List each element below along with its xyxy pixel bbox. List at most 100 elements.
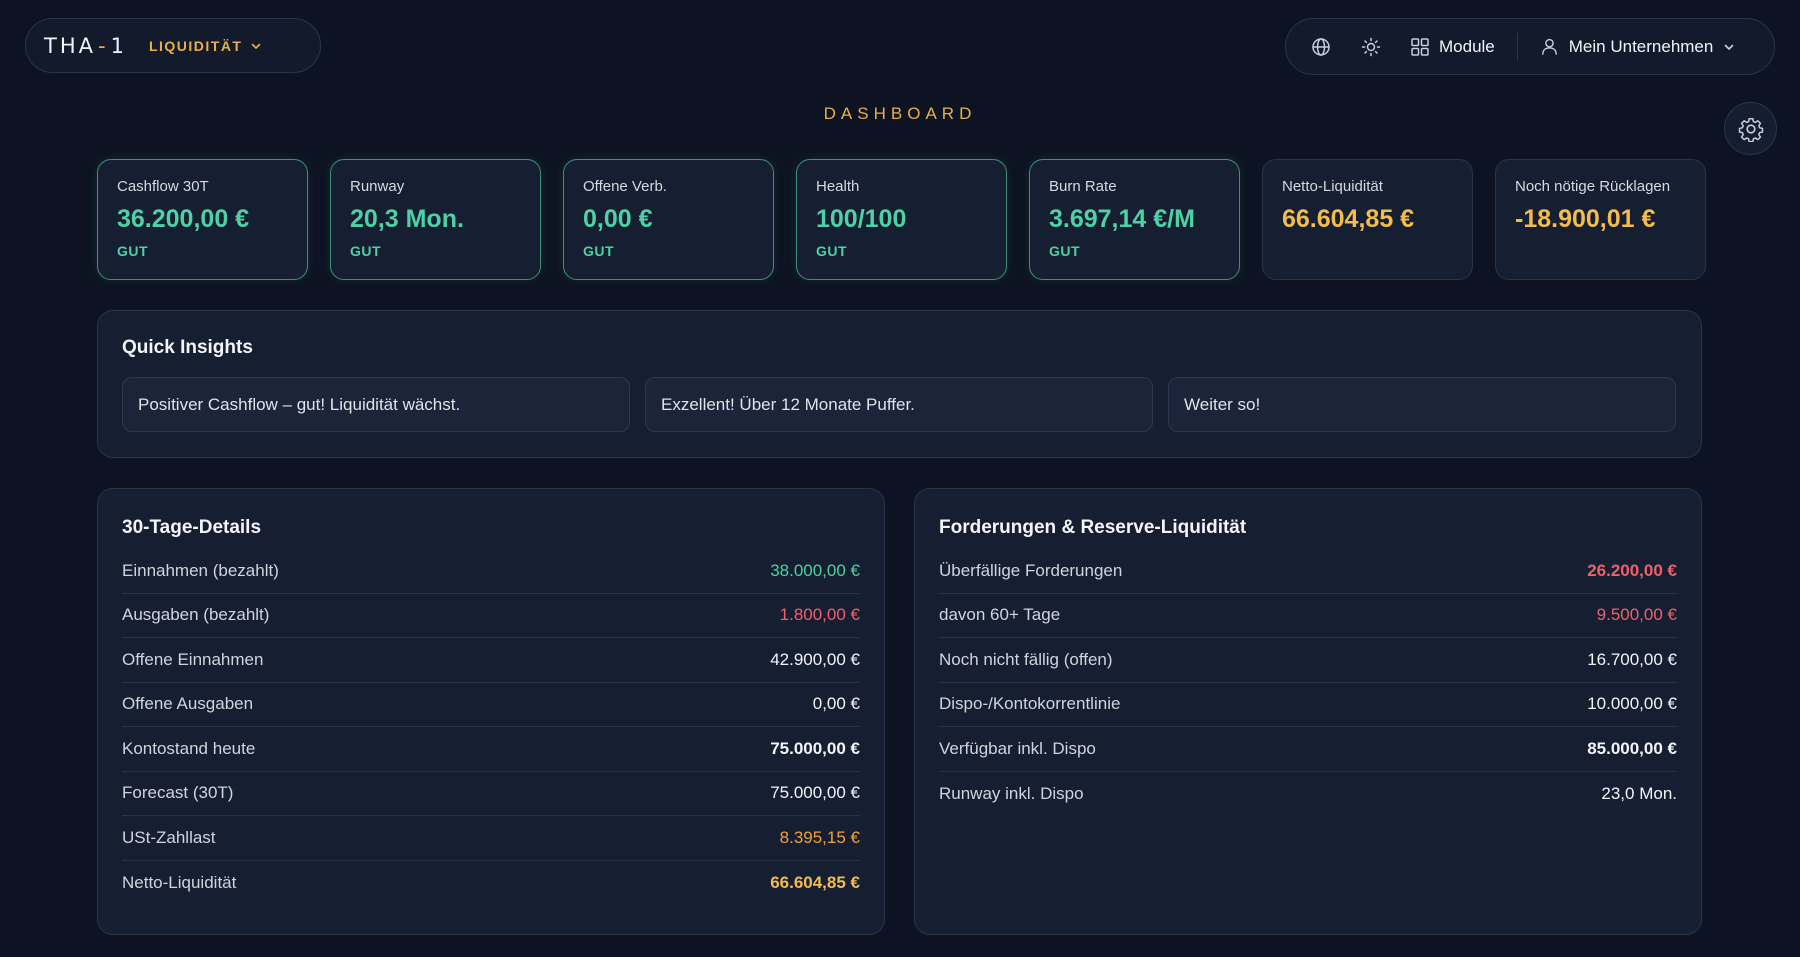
row-value: 42.900,00 € [770, 649, 860, 669]
kpi-health-card[interactable]: Health 100/100 GUT [796, 159, 1007, 280]
row-label: Runway inkl. Dispo [939, 783, 1084, 803]
theme-toggle-button[interactable] [1358, 34, 1384, 60]
kpi-value: 20,3 Mon. [350, 205, 464, 233]
module-selector-label: LIQUIDITÄT [148, 37, 243, 54]
quick-insights-title: Quick Insights [122, 337, 253, 358]
receivables-row: Verfügbar inkl. Dispo 85.000,00 € [939, 727, 1677, 772]
receivables-row: davon 60+ Tage 9.500,00 € [939, 594, 1677, 638]
modules-button-label: Module [1439, 36, 1495, 56]
brand-pill: THA -1 LIQUIDITÄT [25, 18, 321, 73]
kpi-label: Runway [350, 178, 405, 195]
kpi-cashflow-card[interactable]: Cashflow 30T 36.200,00 € GUT [97, 159, 308, 280]
gear-icon [1738, 117, 1763, 142]
row-value: 23,0 Mon. [1601, 783, 1677, 803]
row-value: 75.000,00 € [770, 738, 860, 758]
receivables-row: Runway inkl. Dispo 23,0 Mon. [939, 772, 1677, 817]
kpi-required-reserves-card[interactable]: Noch nötige Rücklagen -18.900,01 € [1495, 159, 1706, 280]
quick-insights-panel: Quick Insights Positiver Cashflow – gut!… [97, 310, 1702, 458]
details-row: Netto-Liquidität 66.604,85 € [122, 861, 860, 906]
grid-icon [1411, 37, 1429, 56]
details-row: Forecast (30T) 75.000,00 € [122, 772, 860, 816]
row-value: 8.395,15 € [779, 827, 860, 847]
row-label: Überfällige Forderungen [939, 560, 1123, 580]
insight-item: Exzellent! Über 12 Monate Puffer. [645, 377, 1153, 432]
row-value: 66.604,85 € [770, 872, 860, 892]
kpi-label: Health [816, 178, 860, 195]
logo[interactable]: THA -1 [44, 34, 127, 58]
kpi-value: 66.604,85 € [1282, 205, 1415, 233]
row-label: Einnahmen (bezahlt) [122, 560, 279, 580]
details-title: 30-Tage-Details [122, 517, 262, 538]
row-value: 38.000,00 € [770, 560, 860, 580]
kpi-open-liabilities-card[interactable]: Offene Verb. 0,00 € GUT [563, 159, 774, 280]
row-value: 75.000,00 € [770, 783, 860, 803]
chevron-down-icon [252, 43, 261, 49]
insight-item: Weiter so! [1168, 377, 1676, 432]
page-title: DASHBOARD [823, 104, 977, 123]
details-panel: 30-Tage-Details Einnahmen (bezahlt) 38.00… [97, 488, 885, 935]
kpi-burn-rate-card[interactable]: Burn Rate 3.697,14 €/M GUT [1029, 159, 1240, 280]
row-label: Offene Ausgaben [122, 694, 254, 714]
row-label: davon 60+ Tage [939, 605, 1061, 625]
module-selector[interactable]: LIQUIDITÄT [149, 38, 263, 54]
row-value: 16.700,00 € [1587, 649, 1677, 669]
chevron-down-icon [1725, 44, 1734, 50]
row-label: Forecast (30T) [122, 783, 234, 803]
insight-list: Positiver Cashflow – gut! Liquidität wäc… [122, 377, 1677, 432]
details-rows: Einnahmen (bezahlt) 38.000,00 € Ausgaben … [122, 549, 860, 905]
receivables-row: Dispo-/Kontokorrentlinie 10.000,00 € [939, 683, 1677, 727]
logo-text-left: THA [44, 33, 96, 58]
logo-text-right: 1 [110, 33, 127, 58]
kpi-net-liquidity-card[interactable]: Netto-Liquidität 66.604,85 € [1262, 159, 1473, 280]
kpi-value: -18.900,01 € [1515, 205, 1656, 233]
kpi-label: Burn Rate [1049, 178, 1117, 195]
kpi-status: GUT [117, 243, 149, 259]
row-value: 10.000,00 € [1587, 694, 1677, 714]
row-value: 1.800,00 € [779, 605, 860, 625]
row-value: 0,00 € [812, 694, 860, 714]
details-row: USt-Zahllast 8.395,15 € [122, 816, 860, 861]
settings-button[interactable] [1724, 102, 1777, 155]
kpi-value: 100/100 [816, 205, 907, 233]
language-button[interactable] [1308, 34, 1334, 60]
details-row: Kontostand heute 75.000,00 € [122, 727, 860, 772]
kpi-label: Offene Verb. [583, 178, 667, 195]
kpi-label: Noch nötige Rücklagen [1515, 178, 1671, 195]
kpi-runway-card[interactable]: Runway 20,3 Mon. GUT [330, 159, 541, 280]
company-menu-button[interactable]: Mein Unternehmen [1540, 37, 1736, 57]
row-label: Noch nicht fällig (offen) [939, 649, 1113, 669]
kpi-status: GUT [583, 243, 615, 259]
kpi-value: 0,00 € [583, 205, 653, 233]
insight-item: Positiver Cashflow – gut! Liquidität wäc… [122, 377, 630, 432]
details-row: Einnahmen (bezahlt) 38.000,00 € [122, 549, 860, 594]
user-icon [1541, 38, 1557, 55]
details-row: Offene Ausgaben 0,00 € [122, 683, 860, 727]
row-label: Verfügbar inkl. Dispo [939, 738, 1096, 758]
row-value: 26.200,00 € [1587, 560, 1677, 580]
row-label: Dispo-/Kontokorrentlinie [939, 694, 1121, 714]
receivables-panel: Forderungen & Reserve-Liquidität Überfäl… [914, 488, 1702, 935]
receivables-row: Überfällige Forderungen 26.200,00 € [939, 549, 1677, 594]
modules-button[interactable]: Module [1410, 37, 1495, 57]
row-label: Offene Einnahmen [122, 649, 264, 669]
row-label: Netto-Liquidität [122, 872, 237, 892]
kpi-value: 3.697,14 €/M [1049, 205, 1195, 233]
row-label: USt-Zahllast [122, 827, 216, 847]
kpi-value: 36.200,00 € [117, 205, 250, 233]
row-label: Kontostand heute [122, 738, 256, 758]
header-actions: Module Mein Unternehmen [1285, 18, 1775, 75]
details-row: Ausgaben (bezahlt) 1.800,00 € [122, 594, 860, 638]
details-row: Offene Einnahmen 42.900,00 € [122, 638, 860, 683]
receivables-rows: Überfällige Forderungen 26.200,00 € davon… [939, 549, 1677, 816]
receivables-title: Forderungen & Reserve-Liquidität [939, 517, 1247, 538]
kpi-label: Netto-Liquidität [1282, 178, 1383, 195]
kpi-row: Cashflow 30T 36.200,00 € GUT Runway 20,3… [97, 159, 1706, 280]
header-divider [1516, 32, 1518, 61]
logo-dash: - [97, 33, 109, 58]
kpi-status: GUT [816, 243, 848, 259]
kpi-status: GUT [350, 243, 382, 259]
row-value: 85.000,00 € [1587, 738, 1677, 758]
receivables-row: Noch nicht fällig (offen) 16.700,00 € [939, 638, 1677, 683]
row-label: Ausgaben (bezahlt) [122, 605, 270, 625]
kpi-label: Cashflow 30T [117, 178, 209, 195]
